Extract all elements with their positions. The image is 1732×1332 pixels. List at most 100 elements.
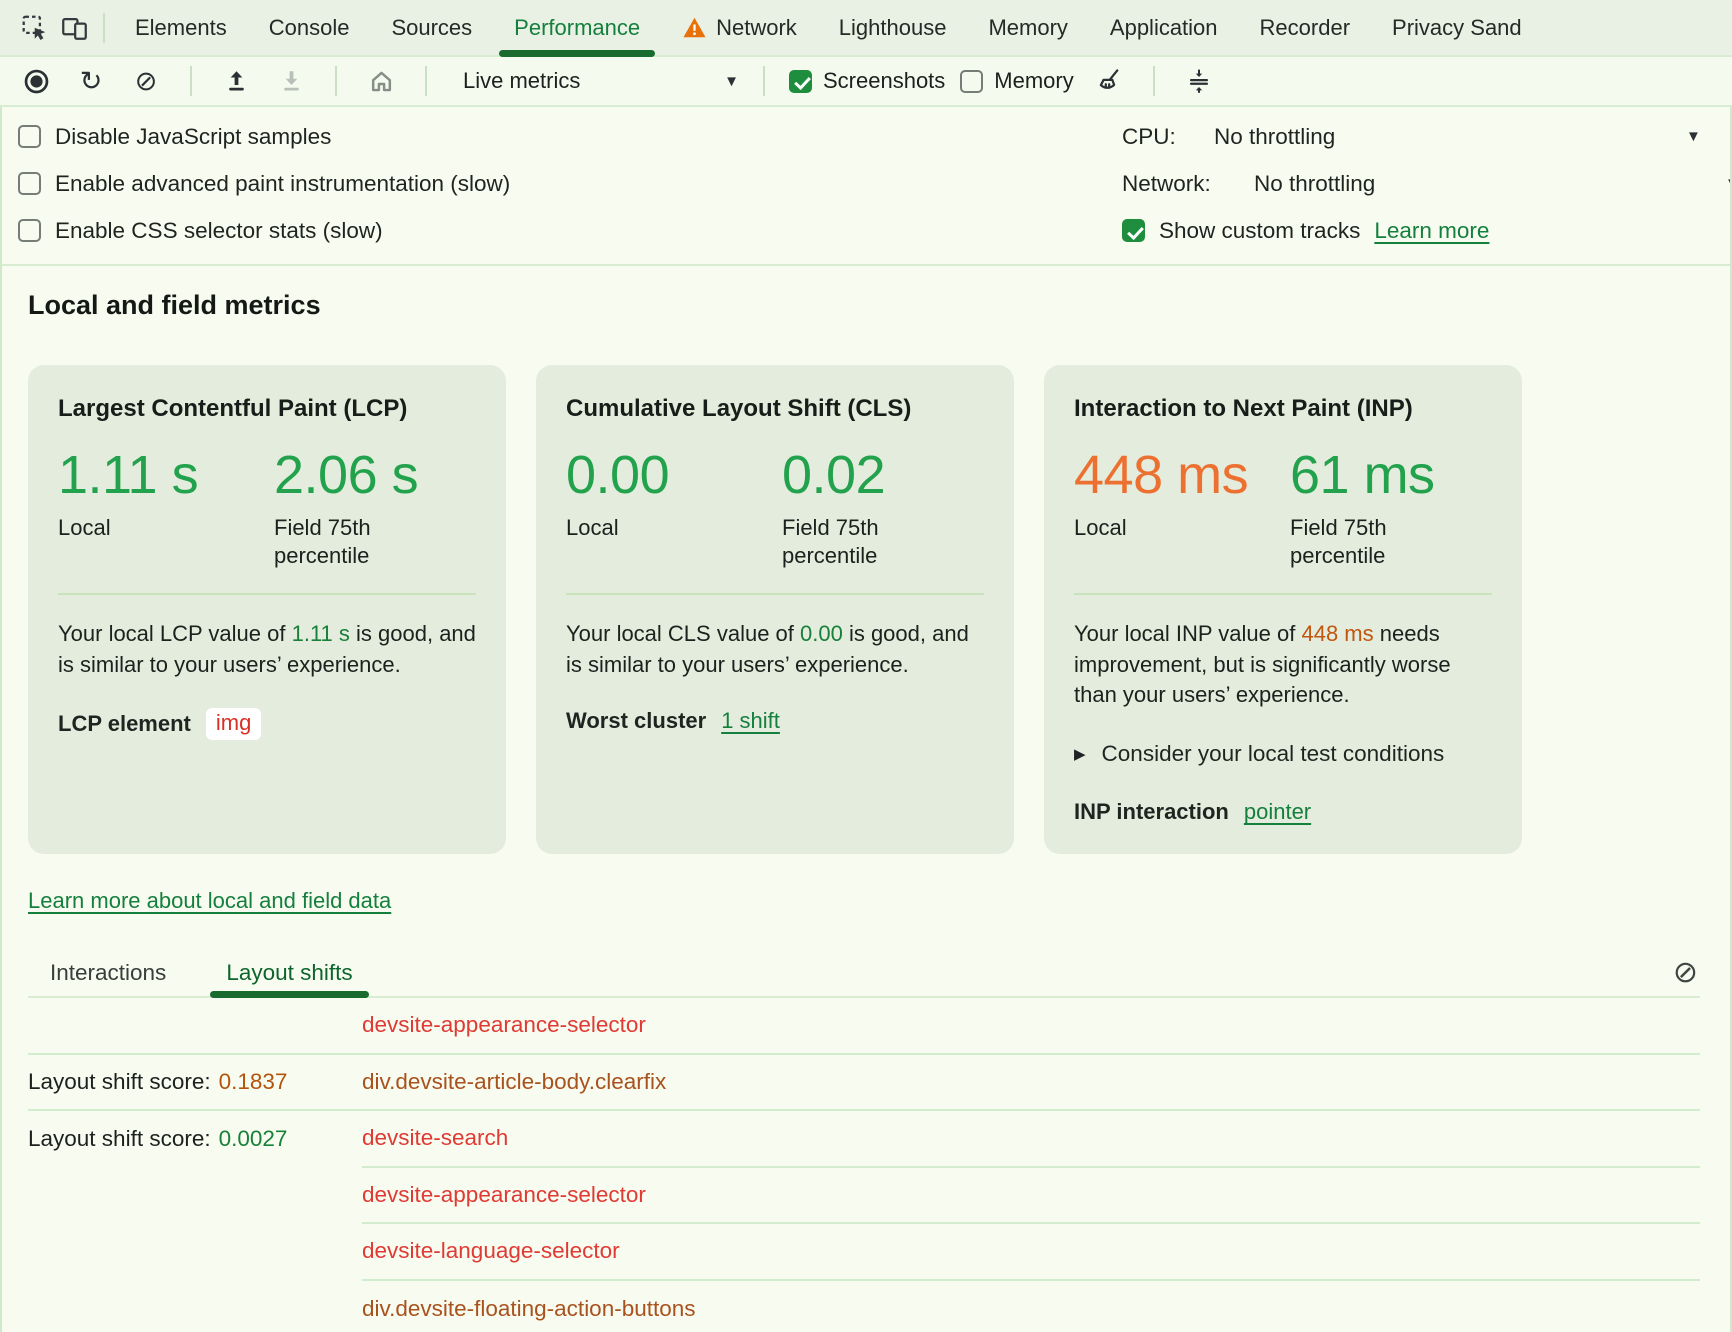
element-link[interactable]: devsite-appearance-selector	[362, 1012, 646, 1038]
tab-interactions[interactable]: Interactions	[40, 950, 176, 996]
lcp-element-chip[interactable]: img	[205, 708, 262, 741]
disclosure-label: Consider your local test conditions	[1101, 741, 1445, 767]
learn-more-local-field-link[interactable]: Learn more about local and field data	[28, 888, 392, 913]
checkbox-unchecked-icon	[18, 219, 41, 242]
card-footer: Worst cluster 1 shift	[566, 708, 984, 734]
tab-label: Privacy Sand	[1392, 14, 1522, 40]
clear-icon[interactable]: ⊘	[134, 65, 158, 96]
home-icon[interactable]	[361, 61, 401, 101]
tab-label: Memory	[988, 14, 1068, 40]
score-label: Layout shift score:	[28, 1068, 211, 1094]
card-footer: LCP element img	[58, 708, 476, 741]
network-throttling-select[interactable]: Network: No throttling ▼	[1108, 160, 1730, 207]
table-row: devsite-appearance-selector	[28, 998, 1700, 1055]
local-label: Local	[58, 514, 111, 540]
page-title: Local and field metrics	[28, 290, 321, 320]
card-footer: INP interaction pointer	[1074, 799, 1492, 825]
card-title: Interaction to Next Paint (INP)	[1074, 395, 1413, 422]
tab-recorder[interactable]: Recorder	[1239, 0, 1371, 55]
warning-icon	[682, 16, 707, 39]
description-value: 448 ms	[1301, 620, 1374, 646]
worst-cluster-label: Worst cluster	[566, 708, 707, 734]
device-toolbar-icon[interactable]	[54, 8, 94, 48]
advanced-paint-instrumentation-checkbox[interactable]: Enable advanced paint instrumentation (s…	[18, 160, 1730, 207]
separator	[103, 12, 105, 43]
checkbox-label: Enable CSS selector stats (slow)	[55, 217, 383, 243]
disable-js-samples-checkbox[interactable]: Disable JavaScript samples	[18, 113, 1730, 160]
metric-cards: Largest Contentful Paint (LCP) 1.11 s Lo…	[28, 365, 1700, 854]
cpu-throttling-value: No throttling	[1214, 123, 1336, 149]
local-label: Local	[1074, 514, 1127, 540]
score-value: 0.1837	[218, 1068, 288, 1094]
tab-performance[interactable]: Performance	[493, 0, 661, 57]
memory-checkbox[interactable]: Memory	[960, 68, 1074, 94]
card-values: 448 ms Local 61 ms Field 75th percentile	[1074, 447, 1492, 571]
description-text: Your local CLS value of	[566, 620, 800, 646]
tab-label: Application	[1109, 14, 1218, 40]
inspect-element-icon[interactable]	[14, 8, 54, 48]
mode-select[interactable]: Live metrics ▼	[451, 68, 739, 94]
record-icon[interactable]	[16, 61, 56, 101]
garbage-collect-broom-icon[interactable]	[1089, 61, 1129, 101]
tab-privacy-sandbox[interactable]: Privacy Sand	[1371, 0, 1543, 55]
tab-application[interactable]: Application	[1089, 0, 1239, 55]
tab-memory[interactable]: Memory	[967, 0, 1088, 55]
element-link[interactable]: devsite-language-selector	[362, 1238, 620, 1264]
tab-label: Layout shifts	[226, 960, 353, 985]
devtools-tabbar: Elements Console Sources Performance Net…	[0, 0, 1732, 57]
learn-more-link[interactable]: Learn more	[1374, 217, 1490, 243]
score-cell	[28, 1168, 362, 1225]
score-value: 0.0027	[218, 1126, 288, 1152]
tab-label: Sources	[391, 14, 473, 40]
lcp-element-label: LCP element	[58, 711, 191, 737]
separator	[1152, 66, 1155, 96]
checkbox-label: Show custom tracks	[1159, 217, 1361, 243]
inp-interaction-link[interactable]: pointer	[1243, 799, 1312, 825]
clear-log-icon[interactable]: ⊘	[1672, 956, 1698, 989]
card-description: Your local CLS value of 0.00 is good, an…	[566, 619, 984, 681]
reload-record-icon[interactable]: ↻	[79, 65, 103, 96]
table-row: Layout shift score: 0.1837 div.devsite-ar…	[28, 1055, 1700, 1111]
separator	[425, 66, 427, 96]
tab-layout-shifts[interactable]: Layout shifts	[210, 950, 369, 998]
tab-network[interactable]: Network	[661, 0, 818, 55]
element-link[interactable]: div.devsite-article-body.clearfix	[362, 1068, 667, 1094]
checkbox-label: Memory	[994, 68, 1074, 93]
description-text: is good, and is similar to your users’ e…	[58, 620, 476, 677]
tab-console[interactable]: Console	[248, 0, 371, 55]
upload-profile-icon[interactable]	[216, 61, 256, 101]
tab-elements[interactable]: Elements	[114, 0, 248, 55]
local-test-conditions-disclosure[interactable]: ▶ Consider your local test conditions	[1074, 741, 1492, 767]
show-custom-tracks-checkbox[interactable]	[1122, 219, 1145, 242]
element-link[interactable]: devsite-appearance-selector	[362, 1181, 646, 1207]
description-text: Your local LCP value of	[58, 620, 292, 646]
collapse-icon[interactable]	[1179, 61, 1219, 101]
field-label: Field 75th percentile	[1290, 514, 1387, 569]
download-profile-icon[interactable]	[271, 61, 311, 101]
tab-lighthouse[interactable]: Lighthouse	[818, 0, 968, 55]
cpu-throttling-select[interactable]: CPU: No throttling ▼	[1108, 113, 1730, 160]
performance-panel: Disable JavaScript samples Enable advanc…	[0, 107, 1732, 1332]
field-label: Field 75th percentile	[782, 514, 879, 569]
lcp-field-value: 2.06 s	[274, 445, 419, 505]
tab-sources[interactable]: Sources	[370, 0, 493, 55]
score-cell: Layout shift score: 0.0027	[28, 1111, 362, 1168]
tab-label: Console	[268, 14, 350, 40]
checkbox-label: Enable advanced paint instrumentation (s…	[55, 170, 511, 196]
table-row: devsite-appearance-selector	[28, 1168, 1700, 1225]
score-cell: Layout shift score: 0.1837	[28, 1055, 362, 1110]
css-selector-stats-checkbox[interactable]: Enable CSS selector stats (slow)	[18, 207, 1730, 254]
separator	[335, 66, 337, 96]
show-custom-tracks-row: Show custom tracks Learn more	[1108, 207, 1730, 254]
lcp-local-value: 1.11 s	[58, 445, 199, 505]
screenshots-checkbox[interactable]: Screenshots	[789, 68, 945, 94]
description-text: needs improvement, but is significantly …	[1074, 620, 1451, 708]
description-text: is good, and is similar to your users’ e…	[566, 620, 969, 677]
element-link[interactable]: div.devsite-floating-action-buttons	[362, 1295, 696, 1321]
cls-field-value: 0.02	[782, 445, 886, 505]
tab-label: Recorder	[1259, 14, 1351, 40]
description-value: 0.00	[800, 620, 843, 646]
element-link[interactable]: devsite-search	[362, 1125, 509, 1151]
checkbox-checked-icon	[789, 69, 812, 93]
worst-cluster-link[interactable]: 1 shift	[721, 708, 780, 734]
